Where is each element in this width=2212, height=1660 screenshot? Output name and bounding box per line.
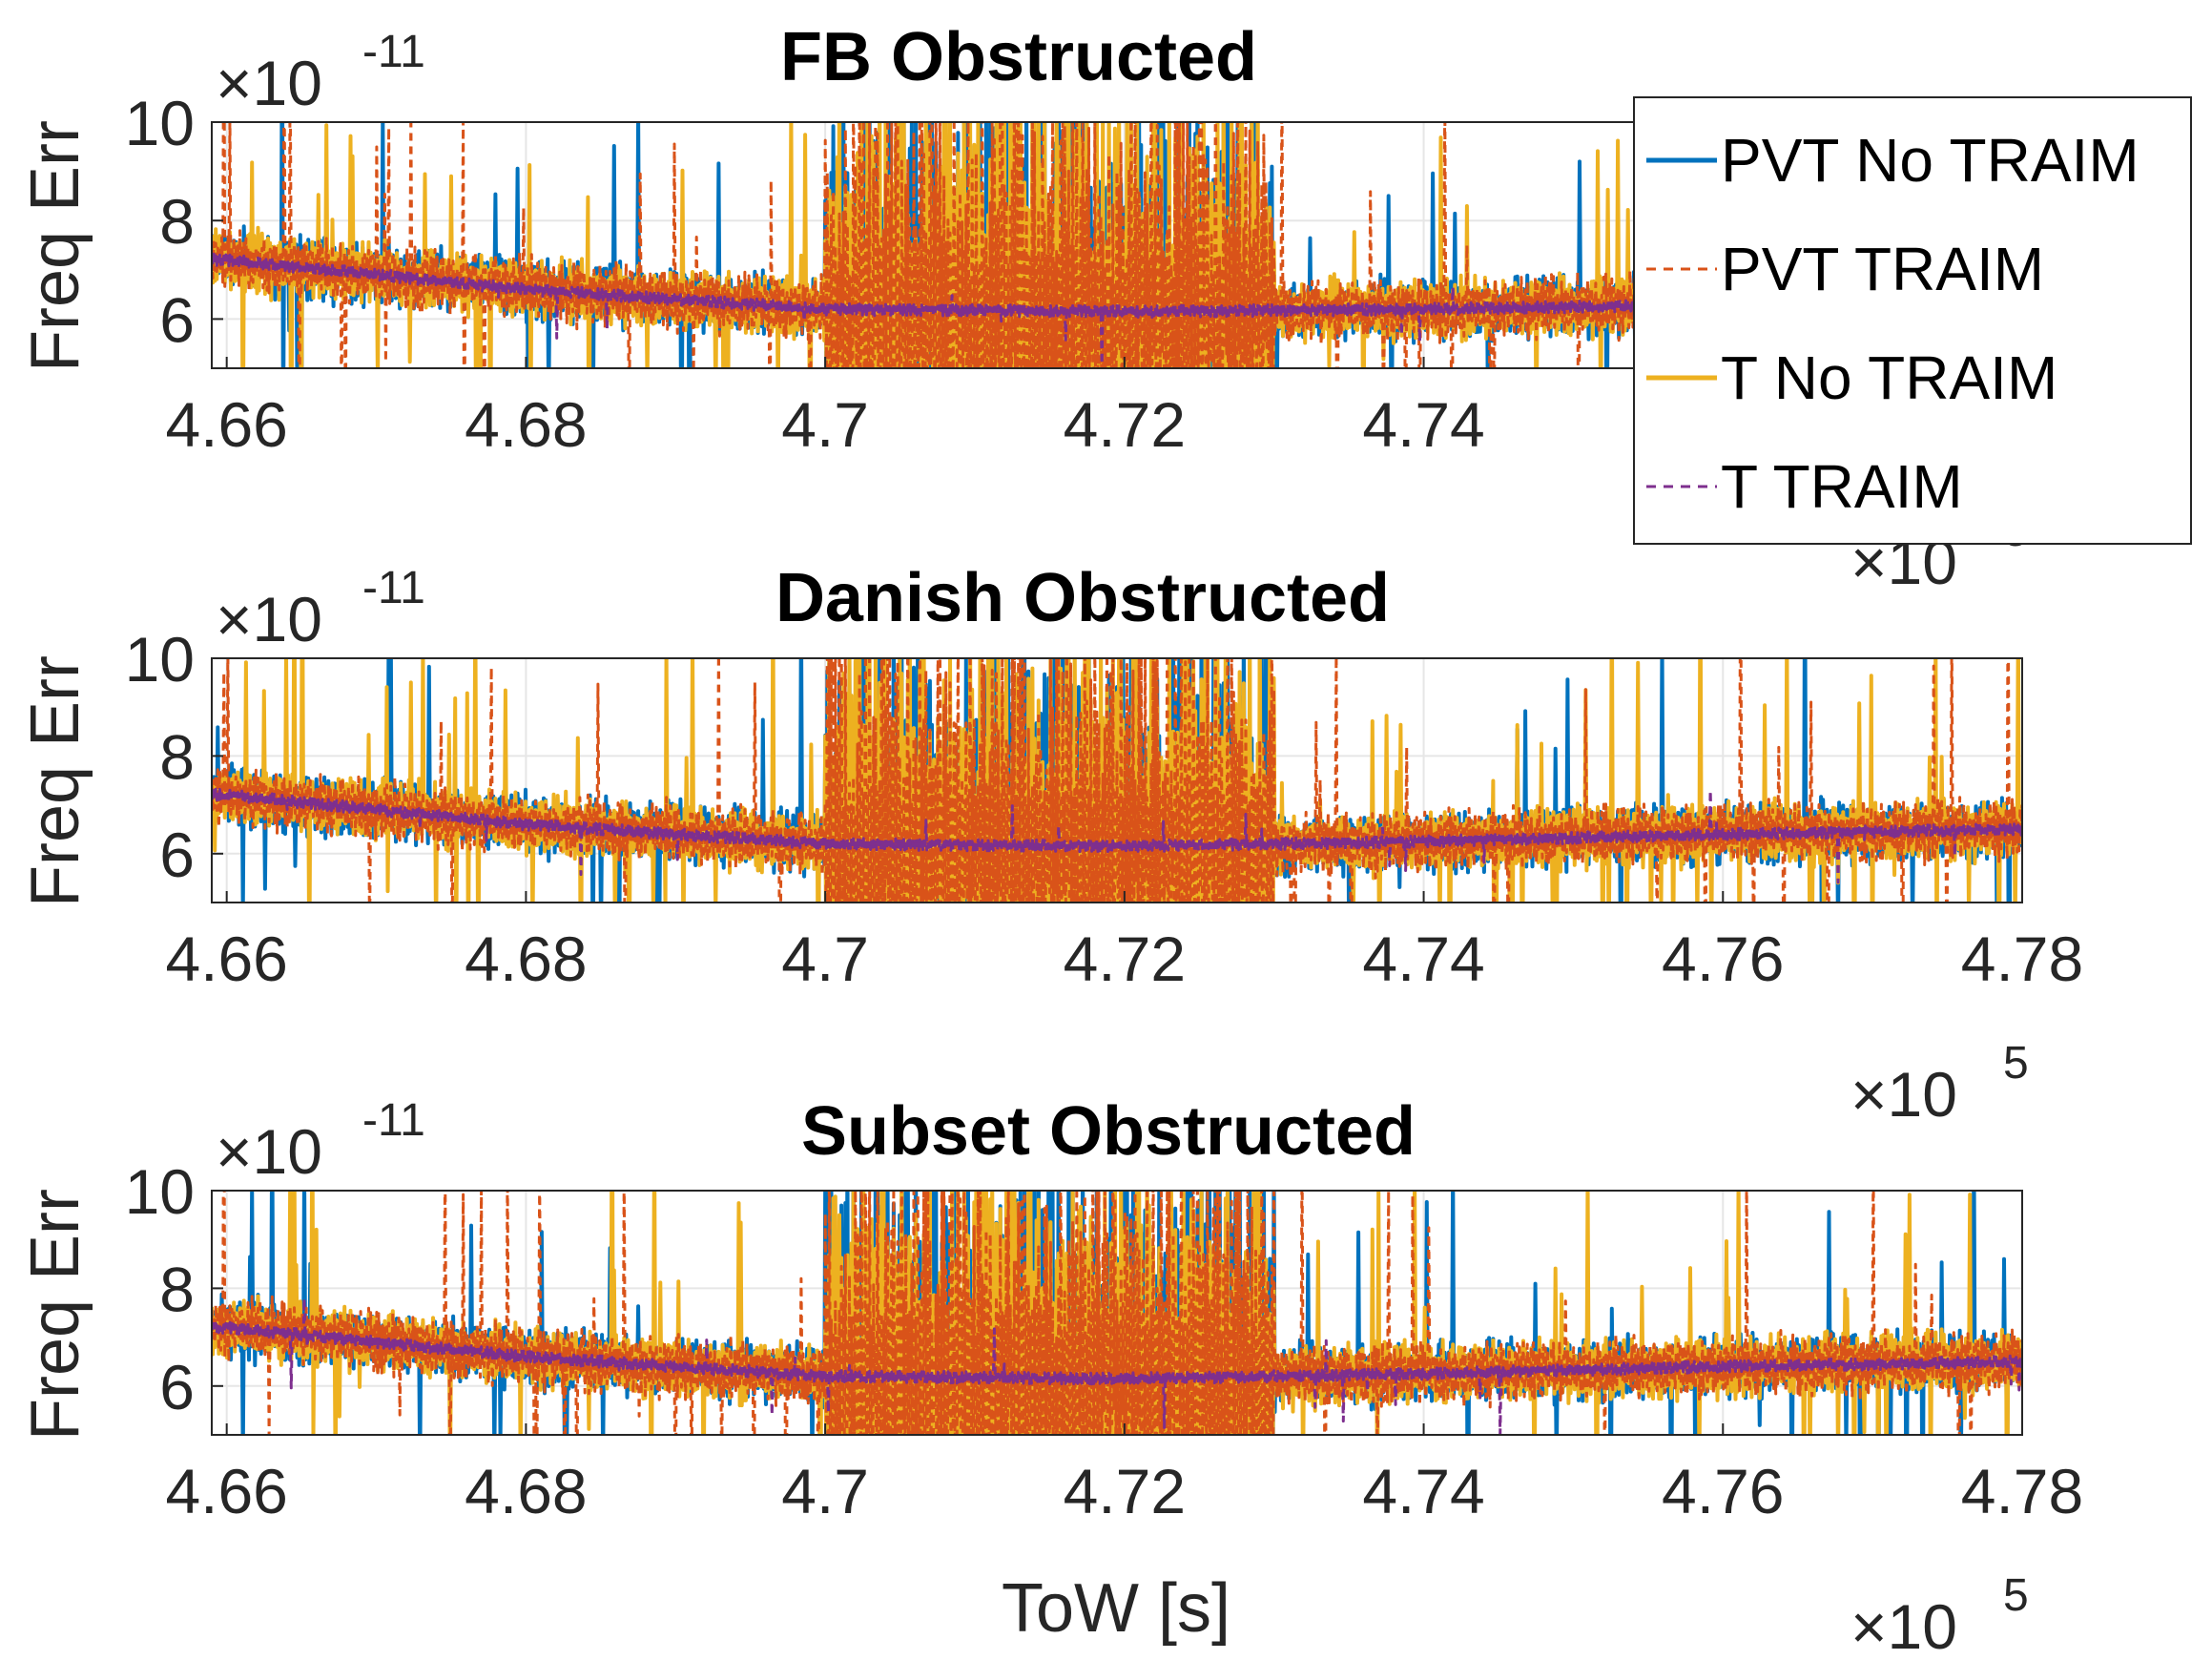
y-axis-label: Freq Err — [17, 1189, 93, 1441]
legend-entry-pvt-no-traim: PVT No TRAIM — [1646, 126, 2140, 195]
series-line-pvt-traim — [212, 1191, 2022, 1435]
axes-box — [211, 657, 2023, 903]
legend: PVT No TRAIM PVT TRAIM T No TRAIM T TRAI… — [1633, 96, 2192, 545]
x-tick-label: 4.66 — [165, 389, 287, 460]
x-tick-label: 4.76 — [1662, 923, 1784, 994]
x-tick-label: 4.72 — [1064, 1456, 1186, 1526]
x-ticks: 4.66 4.68 4.7 4.72 4.74 4.76 4.78 — [165, 891, 2083, 994]
x-tick-label: 4.66 — [165, 923, 287, 994]
panel-danish-obstructed: 4.66 4.68 4.7 4.72 4.74 4.76 4.78 6 8 10 Danish … — [17, 560, 2083, 1130]
plot-area — [212, 658, 2022, 903]
legend-label: PVT TRAIM — [1721, 235, 2044, 303]
y-tick-label: 6 — [159, 1352, 195, 1422]
y-exponent-base: ×10 — [216, 48, 322, 118]
legend-entry-pvt-traim: PVT TRAIM — [1646, 235, 2044, 303]
x-tick-label: 4.78 — [1961, 1456, 2083, 1526]
y-tick-label: 8 — [159, 186, 195, 257]
x-tick-label: 4.7 — [781, 923, 869, 994]
chart-title: Danish Obstructed — [775, 560, 1390, 636]
x-exponent-base: ×10 — [1850, 1059, 1957, 1130]
legend-box — [1633, 96, 2192, 545]
x-tick-label: 4.66 — [165, 1456, 287, 1526]
plot-area — [212, 1191, 2022, 1435]
series-line-t-traim — [212, 787, 2022, 884]
series-line-pvt-traim — [212, 658, 2022, 903]
y-exponent-power: -11 — [362, 27, 425, 77]
x-axis-label: ToW [s] — [1002, 1570, 1230, 1647]
x-tick-label: 4.74 — [1362, 1456, 1484, 1526]
legend-label: PVT No TRAIM — [1721, 126, 2140, 195]
y-exponent-base: ×10 — [216, 584, 322, 654]
x-exponent-base: ×10 — [1850, 1591, 1957, 1660]
x-tick-label: 4.76 — [1662, 1456, 1784, 1526]
y-exponent: ×10 -11 — [216, 563, 425, 654]
y-axis-label: Freq Err — [17, 655, 93, 907]
y-tick-label: 6 — [159, 284, 195, 355]
y-tick-label: 10 — [125, 1156, 195, 1227]
legend-label: T No TRAIM — [1721, 343, 2057, 412]
x-tick-label: 4.72 — [1064, 389, 1186, 460]
x-tick-label: 4.74 — [1362, 923, 1484, 994]
x-tick-label: 4.7 — [781, 1456, 869, 1526]
x-ticks: 4.66 4.68 4.7 4.72 4.74 — [165, 357, 1485, 460]
legend-entry-t-no-traim: T No TRAIM — [1646, 343, 2057, 412]
y-ticks: 6 8 10 — [125, 624, 223, 890]
y-exponent-base: ×10 — [216, 1116, 322, 1187]
x-exponent: ×10 5 — [1850, 1570, 2029, 1660]
panel-subset-obstructed: 4.66 4.68 4.7 4.72 4.74 4.76 4.78 6 8 10 Subset … — [17, 1093, 2083, 1660]
y-axis-label: Freq Err — [17, 120, 93, 372]
y-tick-label: 8 — [159, 721, 195, 792]
x-exponent-power: 5 — [2003, 1038, 2029, 1089]
trend-line-t-traim — [212, 1325, 2022, 1381]
x-tick-label: 4.7 — [781, 389, 869, 460]
x-tick-label: 4.68 — [465, 389, 587, 460]
chart-title: FB Obstructed — [780, 19, 1257, 95]
y-exponent-power: -11 — [362, 1095, 425, 1146]
x-exponent-power: 5 — [2003, 1570, 2029, 1621]
x-tick-label: 4.68 — [465, 923, 587, 994]
y-tick-label: 6 — [159, 820, 195, 890]
x-tick-label: 4.72 — [1064, 923, 1186, 994]
trend-line-t-traim — [212, 258, 2022, 314]
x-tick-label: 4.68 — [465, 1456, 587, 1526]
chart-title: Subset Obstructed — [801, 1093, 1416, 1170]
x-tick-label: 4.74 — [1362, 389, 1484, 460]
x-tick-label: 4.78 — [1961, 923, 2083, 994]
y-exponent: ×10 -11 — [216, 1095, 425, 1187]
y-exponent-power: -11 — [362, 563, 425, 613]
y-ticks: 6 8 10 — [125, 88, 223, 355]
axes-box — [211, 1190, 2023, 1436]
trend-line-t-traim — [212, 793, 2022, 849]
y-exponent: ×10 -11 — [216, 27, 425, 118]
legend-label: T TRAIM — [1721, 452, 1963, 521]
legend-entry-t-traim: T TRAIM — [1646, 452, 1963, 521]
y-tick-label: 10 — [125, 88, 195, 158]
x-ticks: 4.66 4.68 4.7 4.72 4.74 4.76 4.78 — [165, 1423, 2083, 1526]
x-exponent: ×10 5 — [1850, 1038, 2029, 1130]
y-tick-label: 8 — [159, 1254, 195, 1324]
y-tick-label: 10 — [125, 624, 195, 695]
y-ticks: 6 8 10 — [125, 1156, 223, 1422]
